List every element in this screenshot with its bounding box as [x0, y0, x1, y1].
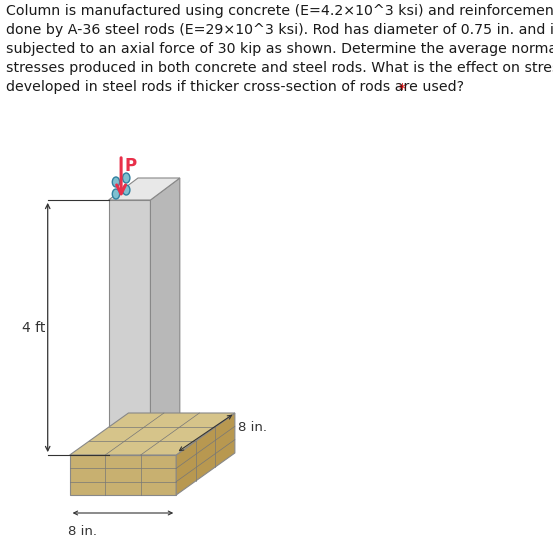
Polygon shape	[108, 200, 150, 455]
Circle shape	[123, 173, 130, 183]
Polygon shape	[150, 178, 180, 455]
Text: Column is manufactured using concrete (E=4.2×10^3 ksi) and reinforcement is
done: Column is manufactured using concrete (E…	[6, 4, 553, 94]
Text: 4 ft: 4 ft	[22, 321, 45, 334]
Circle shape	[112, 177, 119, 187]
Polygon shape	[176, 413, 235, 495]
Circle shape	[123, 185, 130, 195]
Text: 8 in.: 8 in.	[68, 525, 97, 538]
Polygon shape	[70, 413, 235, 455]
Polygon shape	[70, 455, 176, 495]
Polygon shape	[108, 178, 180, 200]
Circle shape	[112, 189, 119, 199]
Text: *: *	[399, 82, 405, 96]
Text: 8 in.: 8 in.	[238, 421, 267, 434]
Text: P: P	[124, 157, 136, 175]
